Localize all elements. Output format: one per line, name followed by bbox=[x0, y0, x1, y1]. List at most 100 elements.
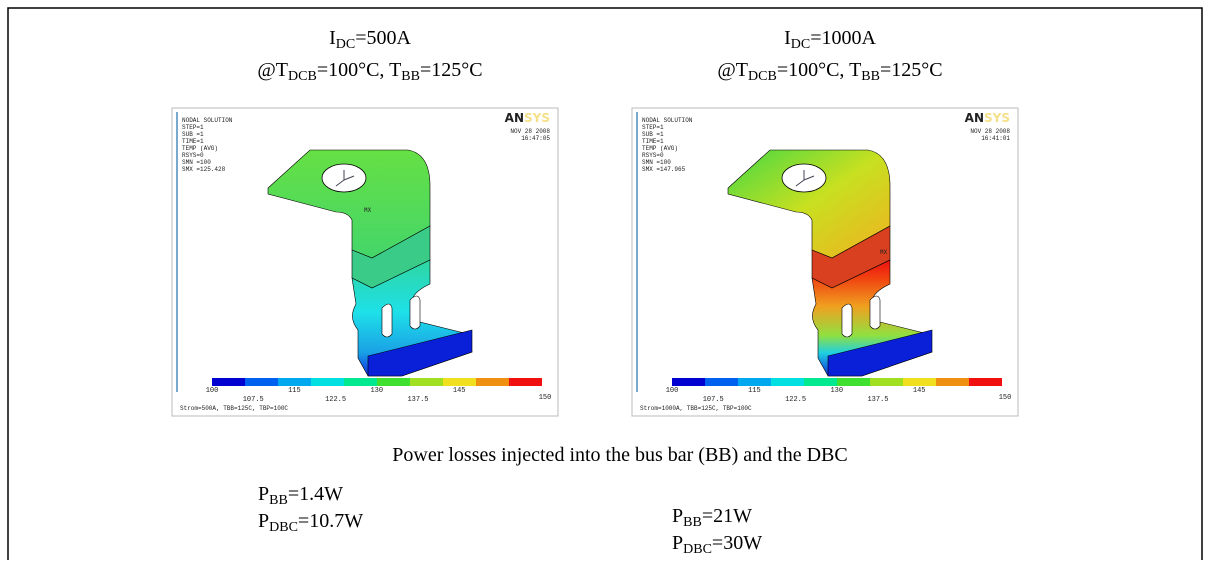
ansys-logo: ANSYS bbox=[965, 111, 1010, 125]
colorbar-segment bbox=[245, 378, 278, 386]
logo-part: SYS bbox=[984, 111, 1010, 125]
colorbar-segment bbox=[278, 378, 311, 386]
solution-info: SMN =100 bbox=[182, 159, 211, 166]
colorbar-segment bbox=[837, 378, 870, 386]
subscript: DCB bbox=[288, 69, 317, 84]
colorbar-segment bbox=[476, 378, 509, 386]
caption: Power losses injected into the bus bar (… bbox=[392, 444, 848, 466]
colorbar-segment bbox=[738, 378, 771, 386]
subscript: DBC bbox=[269, 520, 298, 535]
colorbar-segment bbox=[311, 378, 344, 386]
colorbar-label: 150 bbox=[999, 394, 1012, 402]
solution-info: SMX =125.428 bbox=[182, 166, 226, 173]
power-loss: PDBC=10.7W bbox=[258, 510, 363, 535]
subscript: DCB bbox=[748, 69, 777, 84]
solution-info: SMN =100 bbox=[642, 159, 671, 166]
image-footer: Strom=500A, TBB=125C, TBP=100C bbox=[180, 405, 288, 412]
max-marker: MX bbox=[364, 207, 372, 214]
subscript: BB bbox=[269, 493, 288, 508]
logo-part: SYS bbox=[524, 111, 550, 125]
solution-info: TEMP (AVG) bbox=[642, 145, 678, 152]
solution-info: SMX =147.965 bbox=[642, 166, 686, 173]
colorbar-segment bbox=[672, 378, 705, 386]
colorbar-label: 100 bbox=[666, 387, 679, 395]
text-part: P bbox=[258, 483, 269, 505]
text-part: =10.7W bbox=[298, 510, 363, 532]
slot bbox=[870, 296, 880, 329]
colorbar-segment bbox=[771, 378, 804, 386]
colorbar-segment bbox=[443, 378, 476, 386]
power-loss: PBB=1.4W bbox=[258, 483, 343, 508]
colorbar-label: 122.5 bbox=[325, 396, 346, 404]
colorbar-label: 137.5 bbox=[867, 396, 888, 404]
solution-info: SUB =1 bbox=[182, 131, 204, 138]
image-footer: Strom=1000A, TBB=125C, TBP=100C bbox=[640, 405, 752, 412]
slide: Power losses injected into the bus bar (… bbox=[0, 0, 1210, 563]
colorbar-label: 150 bbox=[539, 394, 552, 402]
colorbar-label: 107.5 bbox=[243, 396, 264, 404]
time: 16:41:01 bbox=[981, 135, 1010, 142]
text-part: =125°C bbox=[420, 59, 483, 81]
colorbar-segment bbox=[344, 378, 377, 386]
solution-info: TIME=1 bbox=[182, 138, 204, 145]
subscript: DBC bbox=[683, 542, 712, 557]
time: 16:47:05 bbox=[521, 135, 550, 142]
solution-info: RSYS=0 bbox=[642, 152, 664, 159]
slot bbox=[842, 304, 852, 337]
solution-info: SUB =1 bbox=[642, 131, 664, 138]
text-part: @T bbox=[257, 59, 288, 81]
text-part: =21W bbox=[702, 505, 752, 527]
solution-info: STEP=1 bbox=[642, 124, 664, 131]
colorbar-label: 130 bbox=[370, 387, 383, 395]
slot bbox=[382, 304, 392, 337]
heading-current: IDC=1000A bbox=[784, 27, 876, 52]
solution-info: STEP=1 bbox=[182, 124, 204, 131]
date: NOV 28 2008 bbox=[510, 128, 550, 135]
solution-info: NODAL SOLUTION bbox=[642, 117, 693, 124]
subscript: DC bbox=[336, 37, 355, 52]
power-loss: PBB=21W bbox=[672, 505, 752, 530]
image-edge bbox=[176, 112, 178, 392]
colorbar-segment bbox=[705, 378, 738, 386]
solution-info: TIME=1 bbox=[642, 138, 664, 145]
heading-current: IDC=500A bbox=[329, 27, 411, 52]
text-part: =125°C bbox=[880, 59, 943, 81]
solution-info: NODAL SOLUTION bbox=[182, 117, 233, 124]
solution-info: TEMP (AVG) bbox=[182, 145, 218, 152]
subscript: BB bbox=[401, 69, 420, 84]
text-part: =100°C, T bbox=[777, 59, 861, 81]
ansys-logo: ANSYS bbox=[505, 111, 550, 125]
solution-info: RSYS=0 bbox=[182, 152, 204, 159]
colorbar-segment bbox=[804, 378, 837, 386]
text-part: P bbox=[672, 505, 683, 527]
text-part: P bbox=[258, 510, 269, 532]
colorbar-segment bbox=[870, 378, 903, 386]
text-part: P bbox=[672, 532, 683, 554]
logo-part: AN bbox=[965, 111, 984, 125]
colorbar-label: 145 bbox=[453, 387, 466, 395]
colorbar-label: 100 bbox=[206, 387, 219, 395]
colorbar-label: 137.5 bbox=[407, 396, 428, 404]
heading-conditions: @TDCB=100°C, TBB=125°C bbox=[717, 59, 942, 84]
subscript: BB bbox=[861, 69, 880, 84]
colorbar-segment bbox=[410, 378, 443, 386]
power-loss: PDBC=30W bbox=[672, 532, 762, 557]
colorbar-label: 122.5 bbox=[785, 396, 806, 404]
subscript: BB bbox=[683, 515, 702, 530]
colorbar-label: 130 bbox=[830, 387, 843, 395]
text-part: I bbox=[329, 27, 336, 49]
subscript: DC bbox=[791, 37, 810, 52]
logo-part: AN bbox=[505, 111, 524, 125]
colorbar-segment bbox=[936, 378, 969, 386]
colorbar-label: 145 bbox=[913, 387, 926, 395]
text-part: =100°C, T bbox=[317, 59, 401, 81]
colorbar-segment bbox=[212, 378, 245, 386]
text-part: @T bbox=[717, 59, 748, 81]
date: NOV 28 2008 bbox=[970, 128, 1010, 135]
slot bbox=[410, 296, 420, 329]
colorbar-label: 107.5 bbox=[703, 396, 724, 404]
text-part: =30W bbox=[712, 532, 762, 554]
text-part: =500A bbox=[355, 27, 411, 49]
